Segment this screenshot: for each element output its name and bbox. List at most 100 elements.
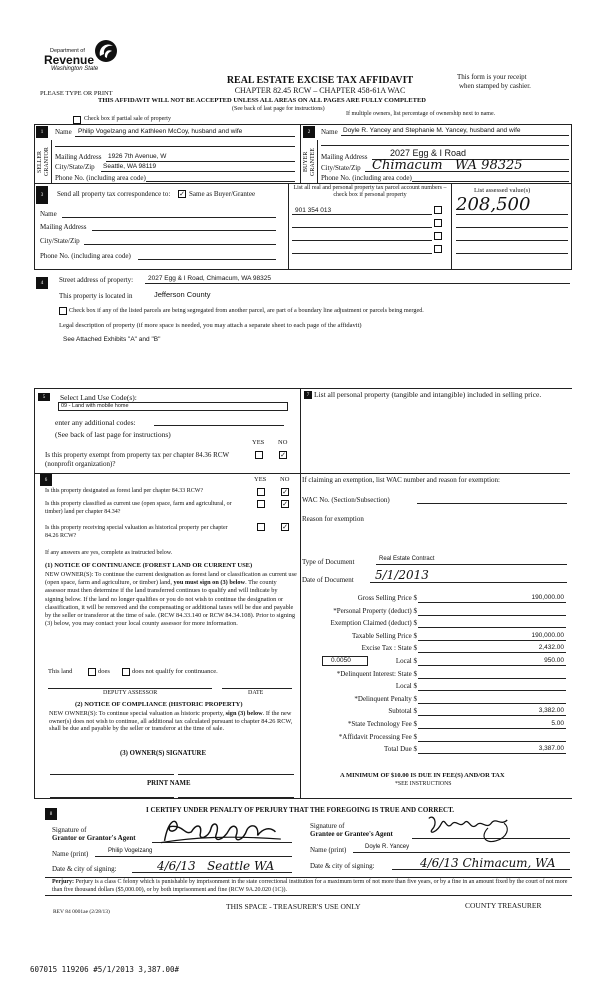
partial-sale-label: Check box if partial sale of property [84, 116, 171, 122]
logo-line-1: Department of [50, 48, 85, 54]
amount-label: *Affidavit Processing Fee $ [338, 732, 417, 741]
logo-line-2: Revenue [44, 53, 95, 67]
does-checkbox[interactable] [88, 668, 96, 676]
amount-underline [418, 677, 566, 679]
grantor-date[interactable]: 4/6/13 Seattle WA [157, 859, 275, 873]
perjury-bold: Perjury: [52, 879, 74, 885]
amount-value[interactable]: 5.00 [551, 720, 564, 727]
amount-value[interactable]: 3,382.00 [538, 707, 564, 715]
grantor-name[interactable]: Philip Vogelzang [108, 848, 153, 854]
amount-underline [418, 665, 566, 666]
amount-label: Taxable Selling Price $ [351, 631, 417, 640]
grantor-signature[interactable] [150, 814, 290, 848]
exempt-question: Is this property exempt from property ta… [45, 451, 229, 468]
seller-mailing[interactable]: 1926 7th Avenue, W [108, 153, 167, 160]
doc-type[interactable]: Real Estate Contract [379, 556, 435, 562]
date-label: DATE [248, 690, 264, 696]
parcel-1-checkbox[interactable] [434, 206, 442, 214]
print-name-label: PRINT NAME [147, 780, 191, 787]
does-not-label: does not qualify for continuance. [132, 668, 218, 675]
additional-codes-label: enter any additional codes: [55, 418, 136, 427]
current-use-yes-checkbox[interactable] [257, 500, 265, 508]
land-use-value: 09 - Land with mobile home [61, 403, 129, 409]
amount-value[interactable]: 950.00 [544, 657, 564, 664]
personal-property-label: List all personal property (tangible and… [314, 390, 542, 399]
section-8-badge: 8 [45, 808, 57, 820]
parcel-3-checkbox[interactable] [434, 232, 442, 240]
amount-label: Local $ [395, 682, 417, 691]
county[interactable]: Jefferson County [154, 290, 211, 299]
notice2-body: NEW OWNER(S): To continue special valuat… [49, 710, 297, 733]
seller-mailing-label: Mailing Address [55, 153, 102, 161]
rev-number: REV 84 0001ae (2/28/13) [53, 909, 110, 915]
exempt-no-checkbox[interactable]: ✓ [279, 451, 287, 459]
assessed-value[interactable]: 208,500 [456, 194, 531, 215]
instructions-note: (See back of last page for instructions) [232, 106, 325, 112]
local-rate[interactable]: 0.0050 [331, 657, 351, 664]
street-label: Street address of property: [59, 276, 134, 284]
receipt-note-1: This form is your receipt [457, 73, 527, 81]
section-6-badge: 6 [40, 474, 52, 486]
buyer-name[interactable]: Doyle R. Yancey and Stephanie M. Yancey,… [343, 127, 521, 134]
land-use-select[interactable] [58, 402, 288, 411]
land-use-label: Select Land Use Code(s): [60, 393, 137, 402]
notice1-post: . The county assessor must then determin… [45, 579, 296, 628]
grantee-signature[interactable] [412, 812, 532, 844]
amount-label: Gross Selling Price $ [357, 594, 417, 602]
see-instructions: *SEE INSTRUCTIONS [395, 781, 452, 787]
notice2-bold: sign (3) below [225, 710, 263, 717]
does-not-checkbox[interactable] [122, 668, 130, 676]
forest-yes-checkbox[interactable] [257, 488, 265, 496]
amount-underline [418, 715, 566, 717]
certify-statement: I CERTIFY UNDER PENALTY OF PERJURY THAT … [146, 806, 455, 814]
reason-label: Reason for exemption [302, 515, 364, 523]
warning-text: THIS AFFIDAVIT WILL NOT BE ACCEPTED UNLE… [98, 97, 426, 104]
same-as-buyer-checkbox[interactable]: ✓ [178, 190, 186, 198]
seller-name-label: Name [55, 128, 72, 136]
same-as-buyer-label: Same as Buyer/Grantee [189, 190, 256, 198]
parcel-2-checkbox[interactable] [434, 219, 442, 227]
amount-value[interactable]: 190,000.00 [531, 631, 564, 639]
deputy-assessor-label: DEPUTY ASSESSOR [103, 690, 158, 696]
county-treasurer: COUNTY TREASURER [465, 901, 542, 910]
dor-logo: Department of Revenue Washington State [44, 40, 117, 78]
amount-value[interactable]: 190,000.00 [531, 594, 564, 601]
amount-value[interactable]: 3,387.00 [538, 745, 564, 753]
seller-city[interactable]: Seattle, WA 98119 [103, 163, 157, 170]
segregated-checkbox[interactable] [59, 307, 67, 315]
seller-city-label: City/State/Zip [55, 163, 95, 171]
perjury-notice: Perjury: Perjury is a class C felony whi… [52, 879, 572, 894]
parcel-4-checkbox[interactable] [434, 245, 442, 253]
buyer-side-label: BUYER GRANTEE [303, 148, 316, 176]
exempt-yes-checkbox[interactable] [255, 451, 263, 459]
amount-label: *Personal Property (deduct) $ [333, 606, 417, 615]
grantor-name-label: Name (print) [52, 850, 89, 858]
section-2-badge: 2 [303, 126, 315, 138]
current-use-no-checkbox[interactable]: ✓ [281, 500, 289, 508]
grantee-name-label: Name (print) [310, 846, 347, 854]
section-3-badge: 3 [36, 186, 48, 204]
historical-yes-checkbox[interactable] [257, 523, 265, 531]
partial-sale-checkbox[interactable] [73, 116, 81, 124]
logo-swirl-icon [95, 40, 117, 62]
historical-no-checkbox[interactable]: ✓ [281, 523, 289, 531]
amount-value[interactable]: 2,432.00 [538, 644, 564, 652]
grantee-name[interactable]: Doyle R. Yancey [365, 844, 410, 850]
seller-name[interactable]: Philip Vogelzang and Kathleen McCoy, hus… [78, 128, 243, 135]
buyer-mailing[interactable]: 2027 Egg & I Road [390, 148, 467, 158]
grantee-date[interactable]: 4/6/13 Chimacum, WA [420, 856, 556, 870]
buyer-city[interactable]: Chimacum WA 98325 [372, 158, 523, 173]
please-type: PLEASE TYPE OR PRINT [40, 90, 113, 97]
legal-label: Legal description of property (if more s… [59, 322, 362, 329]
parcel-1[interactable]: 901 354 013 [295, 207, 332, 214]
legal-description[interactable]: See Attached Exhibits "A" and "B" [63, 336, 161, 343]
forest-no-checkbox[interactable]: ✓ [281, 488, 289, 496]
notice2-post: . If the new owner(s) does not wish to c… [49, 710, 293, 732]
form-subtitle: CHAPTER 82.45 RCW – CHAPTER 458-61A WAC [234, 86, 406, 95]
doc-date-label: Date of Document [302, 576, 354, 584]
notice2-pre: NEW OWNER(S): To continue special valuat… [49, 710, 225, 717]
section-1-badge: 1 [36, 126, 48, 138]
street-address[interactable]: 2027 Egg & I Road, Chimacum, WA 98325 [148, 275, 271, 282]
receipt-note-2: when stamped by cashier. [459, 82, 531, 90]
doc-date[interactable]: 5/1/2013 [375, 568, 429, 582]
